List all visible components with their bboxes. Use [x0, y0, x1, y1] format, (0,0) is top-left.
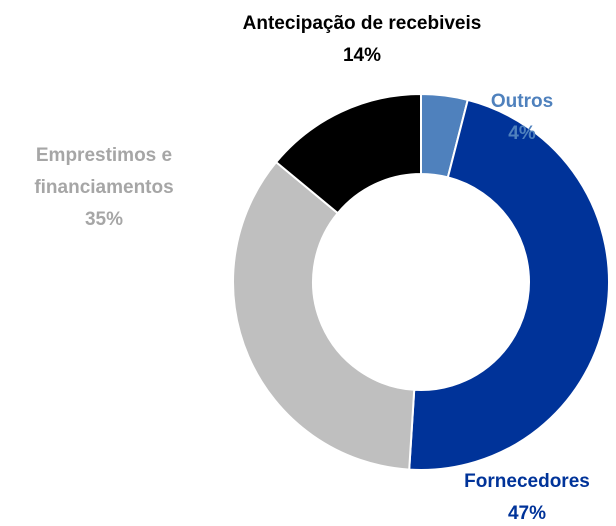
donut-segment	[408, 98, 610, 471]
category-label: Outros	[490, 91, 554, 112]
category-label: Emprestimos e financiamentos	[34, 145, 174, 198]
value-label: 47%	[507, 503, 547, 524]
data-label: Antecipação de recebiveis 14%	[192, 8, 532, 72]
donut-segment	[274, 92, 422, 215]
donut-segment	[232, 160, 416, 471]
data-label: Emprestimos e financiamentos 35%	[4, 140, 204, 236]
category-label: Antecipação de recebiveis	[242, 13, 482, 34]
data-label: Fornecedores 47%	[427, 466, 616, 526]
value-label: 4%	[508, 123, 536, 144]
value-label: 35%	[84, 209, 124, 230]
category-label: Fornecedores	[464, 471, 590, 492]
value-label: 14%	[342, 45, 382, 66]
data-label: Outros 4%	[462, 86, 582, 150]
